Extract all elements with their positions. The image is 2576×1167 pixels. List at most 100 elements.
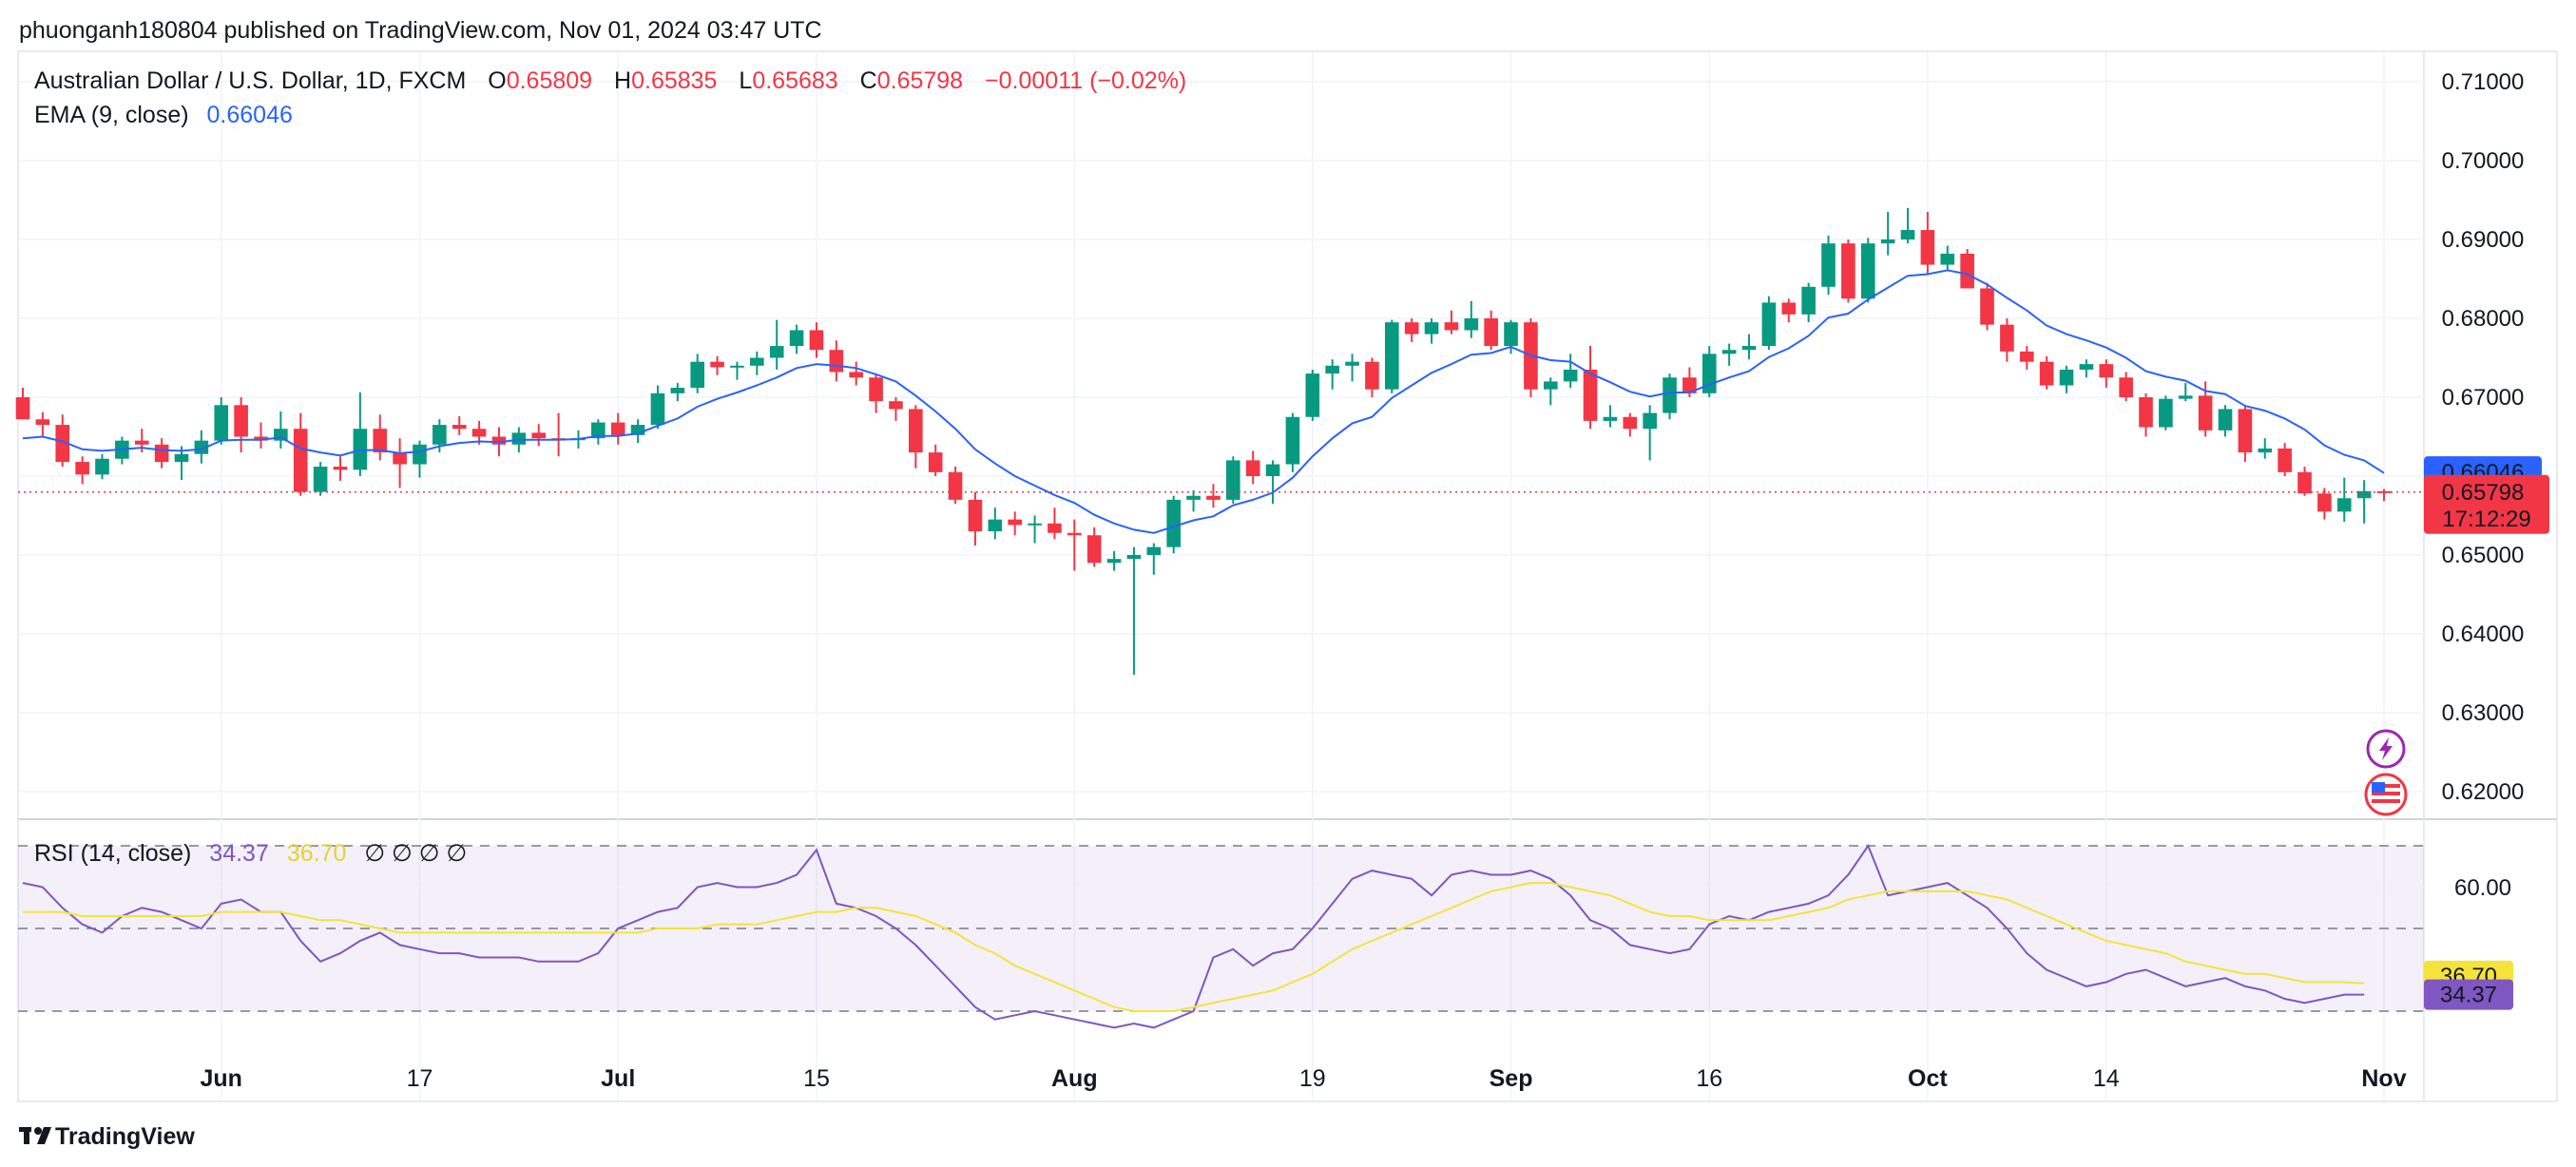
- candle[interactable]: [730, 361, 744, 380]
- candle[interactable]: [373, 414, 388, 461]
- candle[interactable]: [1166, 495, 1181, 554]
- candle[interactable]: [1384, 319, 1399, 393]
- candle[interactable]: [2317, 488, 2332, 520]
- candle[interactable]: [1821, 235, 1836, 296]
- candle[interactable]: [2238, 405, 2253, 463]
- candle[interactable]: [2258, 438, 2273, 459]
- candle[interactable]: [1940, 245, 1955, 270]
- candle[interactable]: [1860, 238, 1875, 303]
- time-axis[interactable]: Jun 17 Jul 15 Aug 19 Sep 16 Oct 14 Nov: [201, 1065, 2407, 1092]
- candle[interactable]: [690, 354, 705, 393]
- candle[interactable]: [1623, 412, 1638, 437]
- candle[interactable]: [1365, 357, 1379, 398]
- candle[interactable]: [1444, 310, 1459, 335]
- candle[interactable]: [95, 453, 109, 480]
- candle[interactable]: [1721, 343, 1737, 366]
- rsi-pane[interactable]: [18, 845, 2424, 1012]
- candle[interactable]: [968, 491, 983, 546]
- candle[interactable]: [1801, 282, 1816, 323]
- candle[interactable]: [1563, 354, 1578, 389]
- candle[interactable]: [1265, 460, 1280, 505]
- candle[interactable]: [1980, 282, 1994, 331]
- candle[interactable]: [1603, 405, 1618, 428]
- candle[interactable]: [1741, 334, 1757, 360]
- candle[interactable]: [313, 462, 328, 496]
- candle[interactable]: [1504, 319, 1518, 354]
- candle[interactable]: [254, 422, 268, 449]
- candle[interactable]: [670, 383, 685, 402]
- candle[interactable]: [789, 324, 804, 354]
- candle[interactable]: [531, 424, 547, 447]
- candle[interactable]: [1048, 507, 1062, 540]
- candle[interactable]: [2079, 359, 2094, 378]
- candle[interactable]: [2159, 395, 2173, 430]
- candle[interactable]: [2356, 480, 2372, 524]
- candle[interactable]: [2039, 355, 2054, 390]
- candle[interactable]: [194, 430, 209, 464]
- candle[interactable]: [1701, 346, 1717, 397]
- candle[interactable]: [2218, 405, 2233, 437]
- candle[interactable]: [35, 411, 50, 436]
- candle[interactable]: [650, 385, 665, 430]
- candle[interactable]: [274, 411, 288, 449]
- candle[interactable]: [1285, 412, 1300, 472]
- lightning-icon[interactable]: [2366, 729, 2406, 769]
- candle[interactable]: [1484, 310, 1498, 351]
- candle[interactable]: [869, 373, 883, 413]
- candle[interactable]: [1186, 489, 1201, 512]
- candle[interactable]: [928, 444, 943, 476]
- tradingview-brand[interactable]: TradingView: [55, 1123, 195, 1150]
- candle[interactable]: [2099, 359, 2114, 389]
- candle[interactable]: [1226, 456, 1240, 505]
- candle[interactable]: [1126, 546, 1142, 676]
- candle[interactable]: [2297, 467, 2312, 496]
- candle[interactable]: [214, 397, 229, 445]
- candle[interactable]: [2198, 381, 2213, 437]
- candle[interactable]: [1464, 300, 1479, 338]
- candle[interactable]: [1146, 543, 1162, 575]
- candle[interactable]: [413, 440, 427, 478]
- candle[interactable]: [333, 456, 348, 481]
- candle[interactable]: [889, 397, 903, 421]
- candle[interactable]: [630, 419, 645, 444]
- candle[interactable]: [1880, 211, 1895, 256]
- price-axis[interactable]: 0.710000.700000.690000.680000.670000.660…: [2442, 69, 2525, 805]
- candle[interactable]: [1067, 519, 1082, 571]
- candle[interactable]: [2059, 365, 2074, 393]
- candle[interactable]: [1583, 346, 1598, 430]
- candle[interactable]: [1106, 550, 1122, 571]
- candle[interactable]: [829, 340, 844, 382]
- candle[interactable]: [710, 355, 724, 375]
- candle[interactable]: [948, 467, 963, 505]
- tradingview-logo-icon[interactable]: [19, 1127, 51, 1144]
- candle[interactable]: [551, 412, 566, 457]
- candle[interactable]: [1781, 298, 1797, 323]
- candle[interactable]: [2119, 372, 2133, 402]
- candle[interactable]: [750, 351, 764, 375]
- candle[interactable]: [1206, 484, 1221, 508]
- candle[interactable]: [1920, 211, 1935, 276]
- candle[interactable]: [909, 405, 923, 469]
- candle[interactable]: [15, 388, 30, 420]
- candle[interactable]: [2178, 383, 2193, 402]
- candle[interactable]: [1245, 450, 1260, 485]
- candle[interactable]: [1028, 515, 1042, 544]
- candle[interactable]: [75, 456, 89, 485]
- candle[interactable]: [174, 446, 189, 481]
- candle[interactable]: [154, 438, 169, 469]
- candle[interactable]: [769, 319, 784, 370]
- candle[interactable]: [849, 361, 864, 386]
- candlestick-series[interactable]: [15, 207, 2392, 676]
- candle[interactable]: [1305, 369, 1320, 421]
- candle[interactable]: [1900, 207, 1915, 244]
- candle[interactable]: [2019, 346, 2034, 370]
- candle[interactable]: [1643, 405, 1657, 461]
- candle[interactable]: [452, 415, 467, 435]
- candle[interactable]: [1543, 377, 1558, 406]
- candle[interactable]: [1325, 359, 1339, 390]
- candle[interactable]: [353, 392, 368, 476]
- candle[interactable]: [988, 507, 1003, 540]
- candle[interactable]: [1663, 373, 1677, 420]
- candle[interactable]: [293, 412, 308, 496]
